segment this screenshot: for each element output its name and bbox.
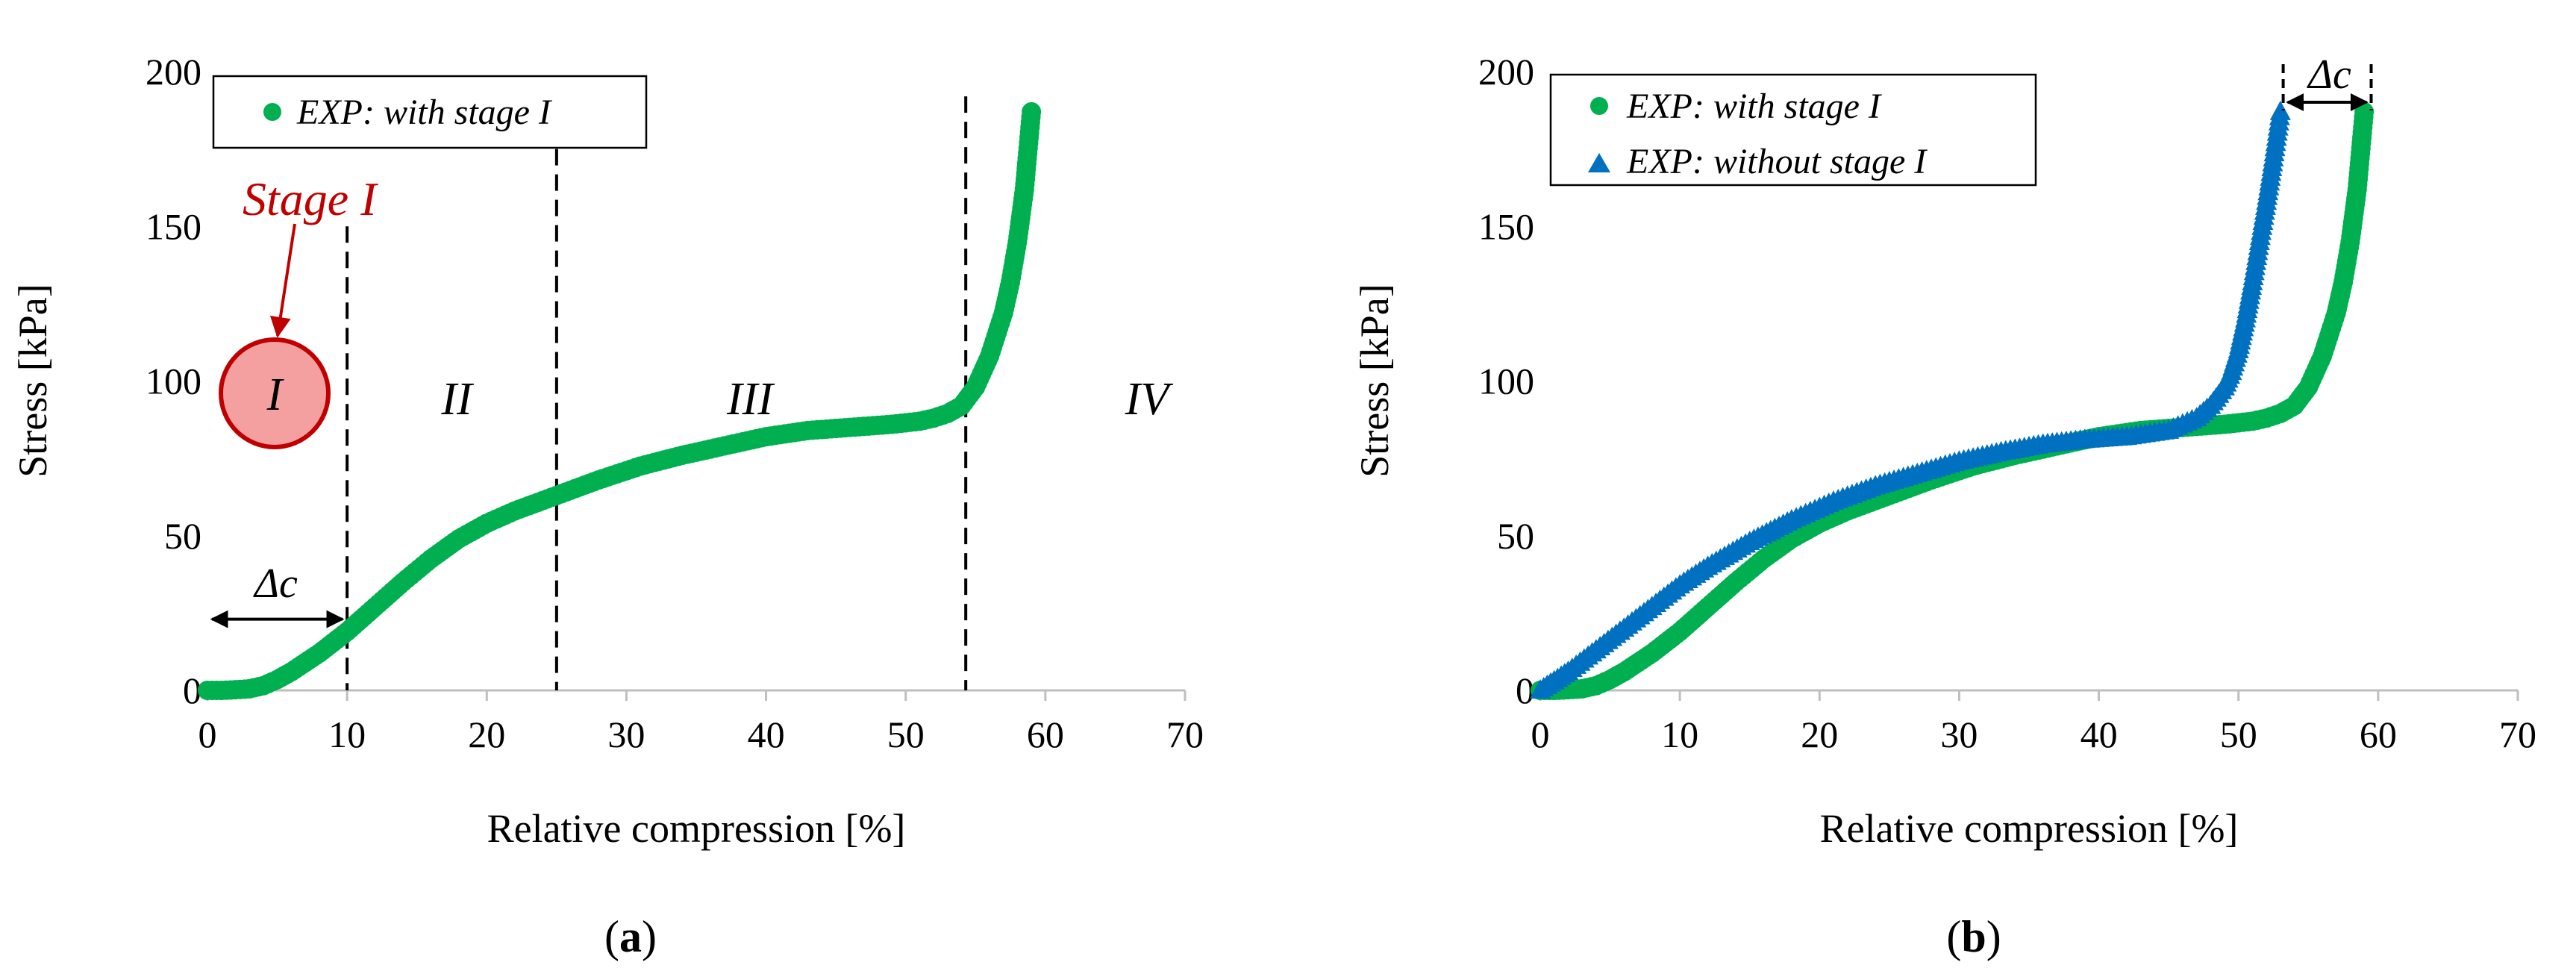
region-label-iii: III — [726, 374, 775, 425]
x-tick-label: 50 — [2220, 714, 2257, 755]
y-tick-label: 150 — [146, 205, 201, 247]
legend-marker-blue-b — [1588, 153, 1610, 172]
y-tick-label: 100 — [1478, 360, 1534, 402]
legend-label-with-stage-a: EXP: with stage I — [296, 93, 552, 132]
stage-i-arrow — [269, 223, 296, 338]
x-tick-label: 50 — [887, 714, 925, 755]
legend-box-a — [212, 75, 648, 149]
delta-c-bracket-b — [2281, 64, 2373, 111]
y-tick-label: 150 — [1478, 205, 1534, 247]
x-tick-label: 70 — [1166, 714, 1204, 755]
legend-b: EXP: with stage I EXP: without stage I — [1549, 73, 2037, 187]
x-tick-label: 0 — [198, 714, 217, 755]
stage-i-circle — [219, 337, 331, 449]
x-tick-label: 20 — [1801, 714, 1838, 755]
stage-i-circle-label: I — [266, 369, 285, 420]
x-axis-title-a: Relative compression [%] — [487, 806, 906, 851]
data-point-a-s0 — [1022, 102, 1042, 122]
x-tick-label: 30 — [1940, 714, 1978, 755]
y-tick-label: 50 — [1497, 515, 1534, 557]
y-axis-title-a: Stress [kPa] — [10, 284, 55, 477]
y-tick-label: 200 — [146, 51, 201, 93]
caption-b: (b) — [1946, 912, 2001, 961]
x-tick-label: 10 — [1661, 714, 1698, 755]
x-tick-label: 30 — [607, 714, 645, 755]
y-tick-label: 100 — [146, 360, 201, 402]
delta-c-label-b: Δc — [2307, 51, 2351, 98]
x-axis-title-b: Relative compression [%] — [1820, 806, 2239, 851]
y-tick-label: 200 — [1478, 51, 1534, 93]
x-tick-label: 0 — [1531, 714, 1550, 755]
legend-label-without-stage-b: EXP: without stage I — [1626, 142, 1928, 181]
caption-a: (a) — [604, 912, 657, 961]
x-tick-label: 40 — [748, 714, 785, 755]
data-point-b-s0 — [2354, 102, 2375, 122]
y-tick-label: 50 — [164, 515, 201, 557]
legend-a: EXP: with stage I — [212, 75, 648, 149]
delta-c-label-a: Δc — [253, 561, 298, 607]
legend-label-with-stage-b: EXP: with stage I — [1626, 87, 1882, 126]
legend-marker-green-a — [263, 103, 281, 121]
stage-i-label: Stage I — [243, 172, 378, 225]
x-tick-label: 20 — [468, 714, 505, 755]
legend-marker-green-b — [1590, 97, 1608, 115]
x-tick-label: 40 — [2081, 714, 2118, 755]
data-point-b-s1 — [2269, 100, 2291, 120]
x-tick-label: 60 — [2360, 714, 2397, 755]
y-axis-title-b: Stress [kPa] — [1352, 284, 1397, 477]
x-tick-label: 70 — [2499, 714, 2536, 755]
region-label-iv: IV — [1125, 374, 1174, 425]
legend-box-b — [1549, 73, 2037, 187]
x-tick-label: 10 — [328, 714, 366, 755]
region-label-ii: II — [440, 374, 475, 425]
x-tick-label: 60 — [1027, 714, 1064, 755]
